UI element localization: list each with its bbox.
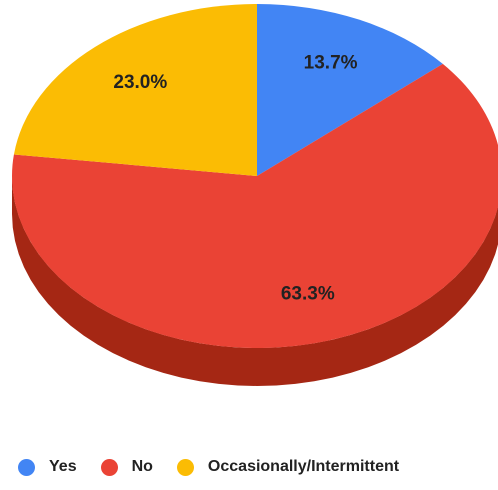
pie-side-1 xyxy=(12,176,498,386)
pie-slice-2[interactable] xyxy=(13,4,258,176)
pie-slice-1[interactable] xyxy=(12,63,498,348)
legend-swatch-yes xyxy=(18,458,35,476)
data-label-2: 23.0% xyxy=(113,72,167,93)
legend-label-occasionally: Occasionally/Intermittent xyxy=(207,458,400,475)
legend-swatch-no xyxy=(100,458,118,476)
legend-item-occasionally[interactable]: Occasionally/Intermittent xyxy=(176,458,400,476)
pie-chart: 13.7% 63.3% 23.0% xyxy=(12,4,498,386)
legend-label-no: No xyxy=(131,458,153,475)
legend-label-yes: Yes xyxy=(49,458,77,475)
legend-swatch-occasionally xyxy=(176,458,194,476)
legend-item-no[interactable]: No xyxy=(100,458,153,476)
pie-slice-0[interactable] xyxy=(257,4,443,176)
data-label-1: 63.3% xyxy=(281,284,335,305)
legend-item-yes[interactable]: Yes xyxy=(18,458,77,476)
legend: Yes No Occasionally/Intermittent xyxy=(18,458,423,476)
data-label-0: 13.7% xyxy=(304,52,358,73)
